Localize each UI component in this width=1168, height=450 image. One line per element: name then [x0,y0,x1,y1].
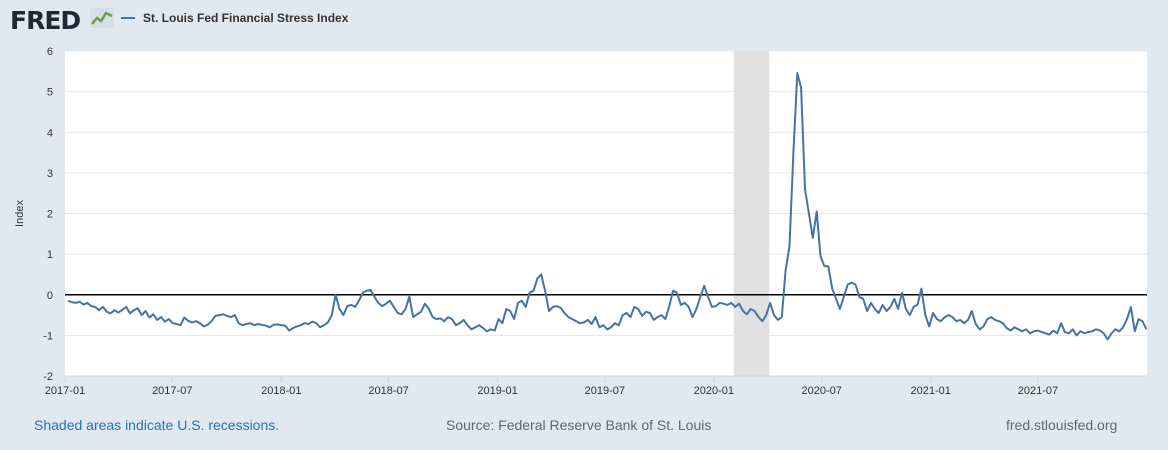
x-tick-label: 2018-01 [261,385,301,397]
series-layer [67,72,1148,341]
legend-line-icon [121,17,135,19]
y-tick-label: -1 [43,330,53,342]
recession-shading [733,51,770,376]
recession-note[interactable]: Shaded areas indicate U.S. recessions. [34,417,280,433]
x-tick-label: 2020-01 [694,385,734,397]
x-tick-label: 2017-07 [152,385,192,397]
y-axis-title: Index [14,200,26,227]
fred-logo-chart-icon [90,8,114,28]
series-line [67,72,1148,341]
y-tick-label: 2 [47,209,53,221]
source-label: Source: Federal Reserve Bank of St. Loui… [446,417,712,433]
x-tick-label: 2021-01 [911,385,951,397]
legend: St. Louis Fed Financial Stress Index [121,11,348,25]
x-tick-label: 2021-07 [1018,385,1058,397]
y-tick-label: 0 [47,290,53,302]
y-tick-label: 4 [47,127,53,139]
x-tick-label: 2020-07 [802,385,842,397]
site-link[interactable]: fred.stlouisfed.org [1006,417,1118,433]
axes: -2 -1 0 1 2 3 4 5 6 Index 2017-01 2017-07 2018-01 201… [14,46,1147,397]
x-tick-label: 2019-07 [585,385,625,397]
legend-series-label[interactable]: St. Louis Fed Financial Stress Index [143,11,349,25]
stress-index-chart: -2 -1 0 1 2 3 4 5 6 Index 2017-01 2017-07 2018-01 201… [14,46,1148,397]
y-tick-label: 1 [47,249,53,261]
y-tick-label: 3 [47,168,53,180]
y-tick-label: 5 [47,87,53,99]
y-tick-label: -2 [43,371,53,383]
y-tick-label: 6 [47,46,53,58]
x-tick-label: 2017-01 [45,385,85,397]
fred-logo[interactable]: FRED [10,6,81,35]
recession-band [733,51,770,376]
x-tick-label: 2019-01 [477,385,517,397]
x-tick-label: 2018-07 [368,385,408,397]
